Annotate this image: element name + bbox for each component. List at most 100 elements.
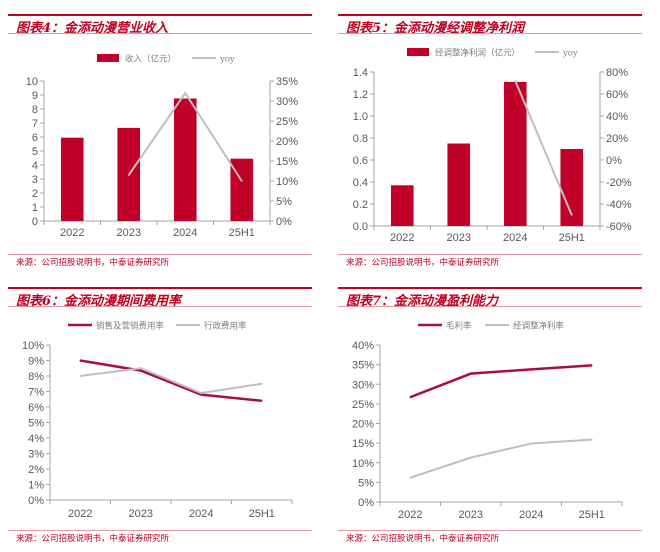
y-tick-label: 1.4 [353, 67, 368, 79]
data-point-25H1 [240, 180, 243, 182]
y-tick-label: 30% [352, 379, 374, 391]
data-point-25H1 [570, 214, 573, 216]
source-rule [338, 530, 642, 531]
x-tick-label: 2022 [60, 227, 84, 239]
y-tick-label: 35% [352, 360, 374, 372]
y-tick-label: 3% [28, 449, 44, 461]
y-tick-label-right: 0% [606, 155, 622, 167]
legend-swatch [407, 48, 429, 56]
y-tick-label: 0.4 [353, 177, 368, 189]
bar-2024 [503, 81, 527, 227]
y-tick-label: 8% [28, 371, 44, 383]
series-line-1 [514, 80, 573, 216]
data-point-2024 [200, 393, 203, 396]
y-tick-label-right: 20% [276, 136, 298, 148]
series-line-1 [80, 367, 262, 395]
y-tick-label: 10% [22, 340, 44, 352]
chart-panel-expense-ratio: 图表6：金添动漫期间费用率 2022 2023 2024 25H1 0% 1% 2% 3% 4%… [0, 280, 330, 552]
chart-title: 图表7：金添动漫盈利能力 [346, 294, 499, 309]
y-tick-label-right: -60% [606, 221, 632, 233]
y-tick-label-right: 35% [276, 76, 298, 88]
y-tick-label: 1% [28, 480, 44, 492]
x-tick-label: 2024 [173, 227, 197, 239]
data-point-25H1 [260, 400, 263, 402]
y-tick-label-right: 5% [276, 196, 292, 208]
data-point-2022 [409, 476, 412, 479]
data-point-2022 [79, 359, 82, 362]
y-tick-label: 1 [32, 202, 38, 214]
data-point-2023 [139, 367, 142, 370]
data-point-2023 [127, 174, 130, 176]
series-line-0 [409, 364, 592, 399]
data-point-2022 [79, 375, 82, 377]
data-point-2024 [530, 368, 533, 371]
chart-title: 图表5：金添动漫经调整净利润 [346, 21, 525, 36]
data-point-25H1 [260, 382, 263, 385]
source-rule [8, 254, 312, 255]
x-tick-label: 2023 [129, 508, 153, 520]
y-tick-label: 20% [352, 419, 374, 431]
y-tick-label: 1.0 [353, 111, 368, 123]
title-rule [8, 306, 312, 307]
y-tick-label-right: 10% [276, 176, 298, 188]
y-tick-label: 1.2 [353, 89, 368, 101]
y-tick-label-right: 40% [606, 111, 628, 123]
y-tick-label: 15% [352, 438, 374, 450]
y-tick-label: 25% [352, 399, 374, 411]
data-point-2024 [514, 80, 517, 82]
data-point-2024 [530, 442, 533, 445]
y-tick-label: 0.8 [353, 133, 368, 145]
y-tick-label: 6% [28, 402, 44, 414]
header-rule [338, 287, 642, 289]
y-tick-label: 7% [28, 387, 44, 399]
y-tick-label: 5% [358, 477, 374, 489]
legend-swatch [97, 54, 119, 62]
y-tick-label: 9% [28, 356, 44, 368]
chart-title: 图表6：金添动漫期间费用率 [16, 294, 182, 309]
x-tick-label: 2024 [519, 509, 543, 521]
chart-source: 来源：公司招股说明书，中泰证券研究所 [16, 258, 170, 268]
y-tick-label: 5% [28, 418, 44, 430]
y-tick-label: 40% [352, 340, 374, 352]
x-tick-label: 2024 [189, 508, 213, 520]
chart-svg: 2022 2023 2024 25H1 0.0 0.2 0.4 0.6 0.8 1.0 1.2 1.4… [353, 48, 632, 245]
header-rule [8, 14, 312, 16]
data-point-2022 [409, 396, 412, 399]
y-tick-label-right: 0% [276, 216, 292, 228]
legend-label: 毛利率 [446, 321, 472, 332]
y-tick-label: 0.6 [353, 155, 368, 167]
y-tick-label-right: 20% [606, 133, 628, 145]
x-tick-label: 2022 [68, 508, 92, 520]
y-tick-label: 2 [32, 188, 38, 200]
chart-source: 来源：公司招股说明书，中泰证券研究所 [346, 258, 500, 268]
x-tick-label: 25H1 [249, 508, 275, 520]
y-tick-label: 4% [28, 433, 44, 445]
chart-panel-revenue: 图表4：金添动漫营业收入 2022 2023 2024 25H1 0 1 2 3 4 5 6 7 8 9 1… [0, 0, 330, 276]
y-tick-label: 7 [32, 118, 38, 130]
header-rule [338, 14, 642, 16]
x-tick-label: 25H1 [229, 227, 255, 239]
bar-25H1 [560, 149, 584, 226]
legend-label: 行政费用率 [204, 321, 247, 332]
y-tick-label: 10 [26, 76, 38, 88]
chart-svg: 2022 2023 2024 25H1 0% 1% 2% 3% 4% 5% 6% 7% 8% 9% 10% 销… [22, 321, 293, 520]
source-rule [8, 530, 312, 531]
y-tick-label: 0 [32, 216, 38, 228]
y-tick-label: 0.2 [353, 199, 368, 211]
y-tick-label: 9 [32, 90, 38, 102]
header-rule [8, 287, 312, 289]
chart-panel-adjusted-net-profit: 图表5：金添动漫经调整净利润 2022 2023 2024 25H1 0.0 0.2 0.4… [330, 0, 660, 276]
chart-source: 来源：公司招股说明书，中泰证券研究所 [346, 534, 500, 544]
y-tick-label-right: 80% [606, 67, 628, 79]
y-tick-label-right: -20% [606, 177, 632, 189]
y-tick-label-right: 30% [276, 96, 298, 108]
x-tick-label: 2023 [447, 232, 471, 244]
y-tick-label: 6 [32, 132, 38, 144]
data-point-25H1 [590, 438, 593, 441]
bar-2022 [60, 137, 84, 221]
x-tick-label: 2022 [390, 232, 414, 244]
title-rule [338, 33, 642, 34]
chart-source: 来源：公司招股说明书，中泰证券研究所 [16, 534, 170, 544]
x-tick-label: 25H1 [579, 509, 605, 521]
x-tick-label: 2023 [459, 509, 483, 521]
